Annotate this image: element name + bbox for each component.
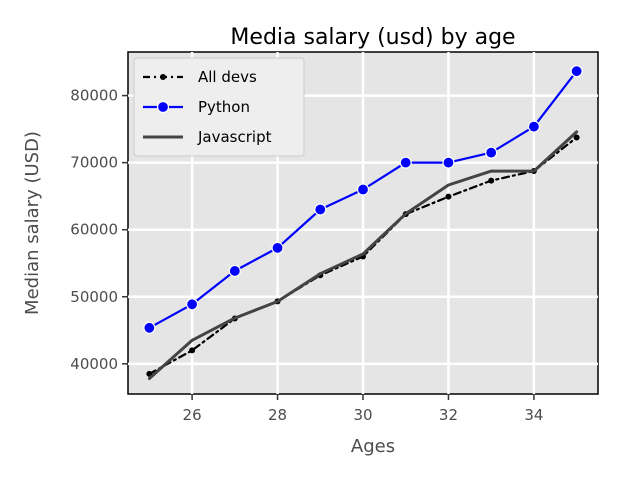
- legend-box: [133, 57, 305, 157]
- y-tick-label: 50000: [70, 288, 118, 306]
- data-point: [527, 120, 541, 133]
- x-tick-label: 28: [268, 406, 287, 424]
- data-point: [228, 264, 241, 278]
- data-point: [143, 321, 156, 334]
- x-axis-ticks: 26 28 30 32 34: [183, 394, 543, 424]
- data-point: [399, 156, 412, 169]
- legend-label: Python: [198, 98, 250, 116]
- y-tick-label: 40000: [70, 355, 118, 373]
- x-tick-label: 32: [439, 406, 458, 424]
- y-axis-ticks: 40000 50000 60000 70000 80000: [70, 87, 128, 373]
- series-line-2: [147, 130, 579, 380]
- legend-marker: [156, 100, 170, 114]
- data-point: [189, 347, 196, 354]
- chart-title: Media salary (usd) by age: [230, 25, 515, 50]
- data-point: [442, 156, 455, 169]
- data-point: [356, 183, 370, 196]
- data-point: [445, 193, 452, 200]
- data-point: [488, 177, 495, 184]
- data-point: [314, 203, 327, 216]
- data-point: [573, 134, 580, 141]
- y-tick-label: 80000: [70, 87, 118, 105]
- data-point: [185, 298, 199, 311]
- y-tick-label: 70000: [70, 154, 118, 172]
- x-tick-label: 34: [524, 406, 543, 424]
- data-point: [271, 241, 284, 254]
- legend-label: All devs: [198, 68, 257, 86]
- data-point: [570, 65, 583, 78]
- x-tick-label: 30: [353, 406, 372, 424]
- legend-label: Javascript: [197, 128, 272, 146]
- x-axis-label: Ages: [351, 436, 395, 457]
- x-tick-label: 26: [183, 406, 202, 424]
- y-axis-label: Median salary (USD): [22, 131, 43, 315]
- y-tick-label: 60000: [70, 221, 118, 239]
- series-lines: [143, 65, 583, 380]
- data-point: [485, 146, 498, 159]
- legend: All devs Python Javascript: [133, 57, 305, 157]
- legend-marker: [160, 74, 166, 80]
